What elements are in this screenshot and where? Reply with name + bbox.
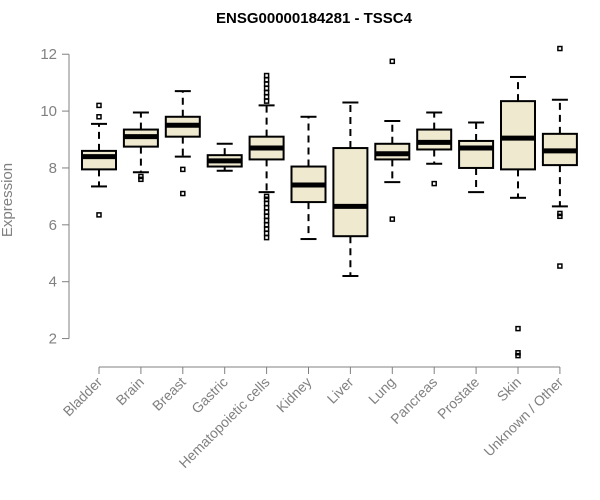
outlier-point: [557, 263, 563, 269]
y-tick-label: 12: [40, 46, 57, 63]
outlier-point: [515, 350, 521, 356]
box-group: [81, 102, 117, 218]
outlier-point: [263, 217, 270, 224]
box-group: [374, 58, 411, 222]
outlier-point: [263, 85, 270, 92]
y-tick-label: 6: [49, 217, 57, 234]
outlier-point: [180, 166, 186, 173]
box: [458, 139, 495, 169]
box-group: [458, 121, 495, 194]
outlier-point: [263, 81, 270, 87]
x-tick-label: Brain: [113, 374, 147, 408]
y-tick-label: 8: [49, 160, 57, 177]
box-group: [206, 142, 243, 172]
box-group: [122, 111, 159, 183]
x-tick-label: Kidney: [273, 374, 315, 416]
outlier-point: [180, 190, 186, 197]
outlier-point: [263, 222, 270, 228]
outlier-point: [263, 72, 270, 79]
outlier-point: [389, 58, 396, 65]
x-tick-label: Unknown / Other: [480, 374, 566, 460]
box: [416, 128, 453, 151]
outlier-point: [263, 205, 270, 211]
box: [500, 100, 536, 171]
outlier-point: [96, 102, 102, 109]
outlier-point: [263, 94, 270, 100]
outlier-point: [557, 213, 563, 220]
y-axis-label: Expression: [0, 163, 16, 237]
outlier-point: [263, 193, 270, 200]
chart-title: ENSG00000184281 - TSSC4: [216, 10, 413, 27]
outlier-point: [263, 213, 270, 220]
box-group: [332, 101, 369, 278]
box: [332, 147, 369, 238]
outlier-point: [263, 226, 270, 232]
outlier-point: [263, 77, 270, 83]
y-tick-label: 10: [40, 103, 57, 120]
box-group: [416, 111, 453, 187]
y-tick-label: 2: [49, 331, 57, 348]
box-group: [248, 72, 285, 241]
box-group: [290, 115, 327, 241]
box-group: [541, 45, 578, 269]
outlier-point: [263, 196, 270, 202]
x-tick-label: Bladder: [60, 374, 106, 420]
outlier-point: [557, 45, 563, 52]
outlier-point: [263, 200, 270, 207]
outlier-point: [263, 230, 270, 237]
y-axis: 2 4 6 8 10 12: [40, 46, 70, 348]
outlier-point: [263, 89, 270, 96]
outlier-point: [138, 176, 144, 183]
box-series: [81, 45, 578, 359]
outlier-point: [263, 234, 270, 241]
box-group: [164, 90, 201, 197]
outlier-point: [96, 212, 102, 218]
box-group: [500, 75, 536, 359]
x-tick-label: Skin: [494, 374, 525, 405]
x-tick-label: Liver: [324, 374, 357, 407]
y-tick-label: 4: [49, 274, 57, 291]
outlier-point: [431, 180, 437, 187]
outlier-point: [389, 216, 396, 222]
outlier-point: [557, 210, 563, 217]
x-tick-label: Pancreas: [387, 374, 440, 427]
outlier-point: [138, 173, 144, 180]
outlier-point: [515, 325, 521, 332]
x-tick-label: Lung: [365, 374, 398, 407]
x-tick-label: Breast: [149, 374, 189, 414]
outlier-point: [96, 114, 102, 120]
outlier-point: [515, 352, 521, 359]
outlier-point: [263, 209, 270, 215]
box: [81, 149, 117, 171]
x-tick-label: Prostate: [434, 374, 482, 422]
outlier-point: [263, 98, 270, 104]
